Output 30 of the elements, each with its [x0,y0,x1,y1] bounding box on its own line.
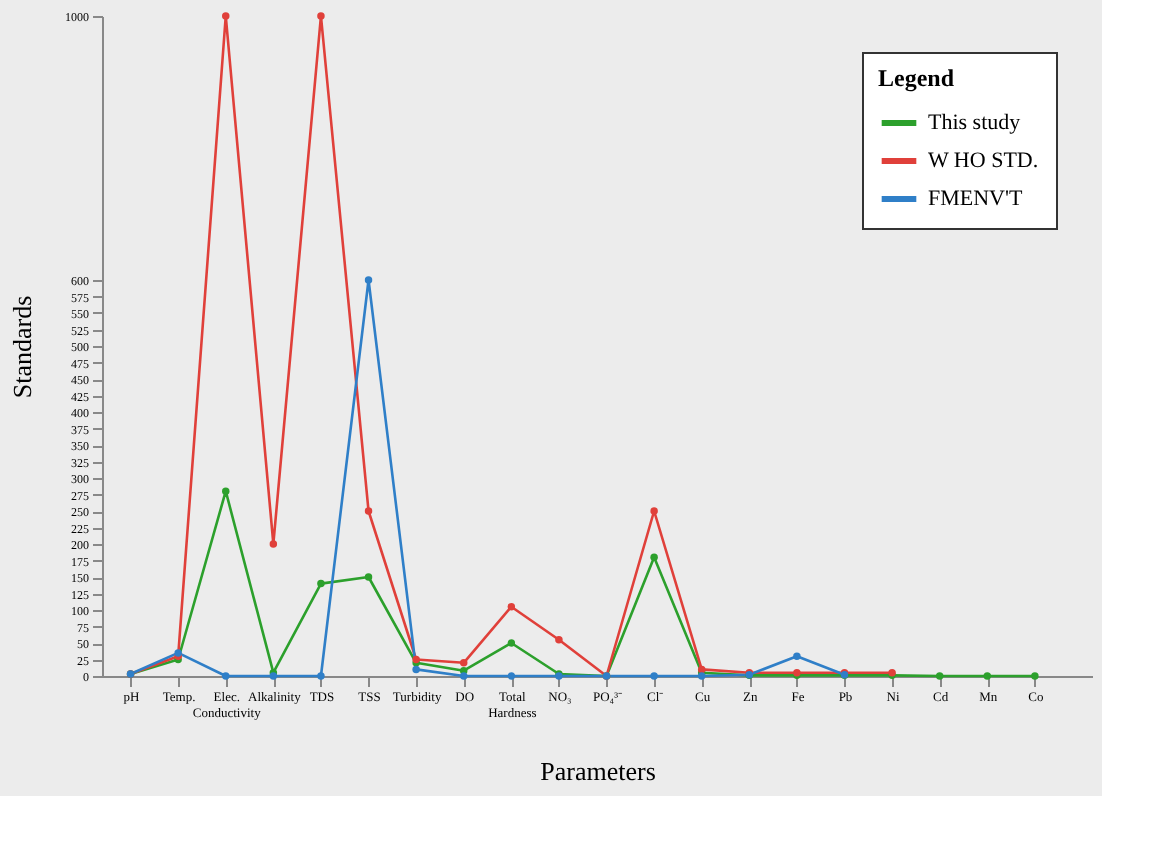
point [222,487,230,495]
legend-label: W HO STD. [928,149,1039,173]
point [650,553,658,561]
point [793,652,801,660]
point [222,12,230,20]
point [459,672,468,680]
point [364,573,373,581]
point [983,672,992,680]
point [1031,672,1039,680]
legend-title: Legend [878,64,955,92]
point [459,659,468,667]
point [935,672,944,680]
legend-label: This study [928,111,1022,135]
point [650,507,658,515]
point [269,540,278,548]
point [317,579,325,588]
point [364,276,373,284]
y-axis-title: Standards [7,295,37,399]
point [317,12,325,20]
point [507,672,516,680]
point [555,635,563,644]
point [222,672,230,680]
x-axis-title: Parameters [540,756,656,786]
legend-label: FMENV'T [928,187,1023,211]
point [364,507,373,515]
point [507,639,516,647]
point [317,672,325,680]
point [650,672,658,680]
point [412,665,420,674]
point [507,602,516,611]
